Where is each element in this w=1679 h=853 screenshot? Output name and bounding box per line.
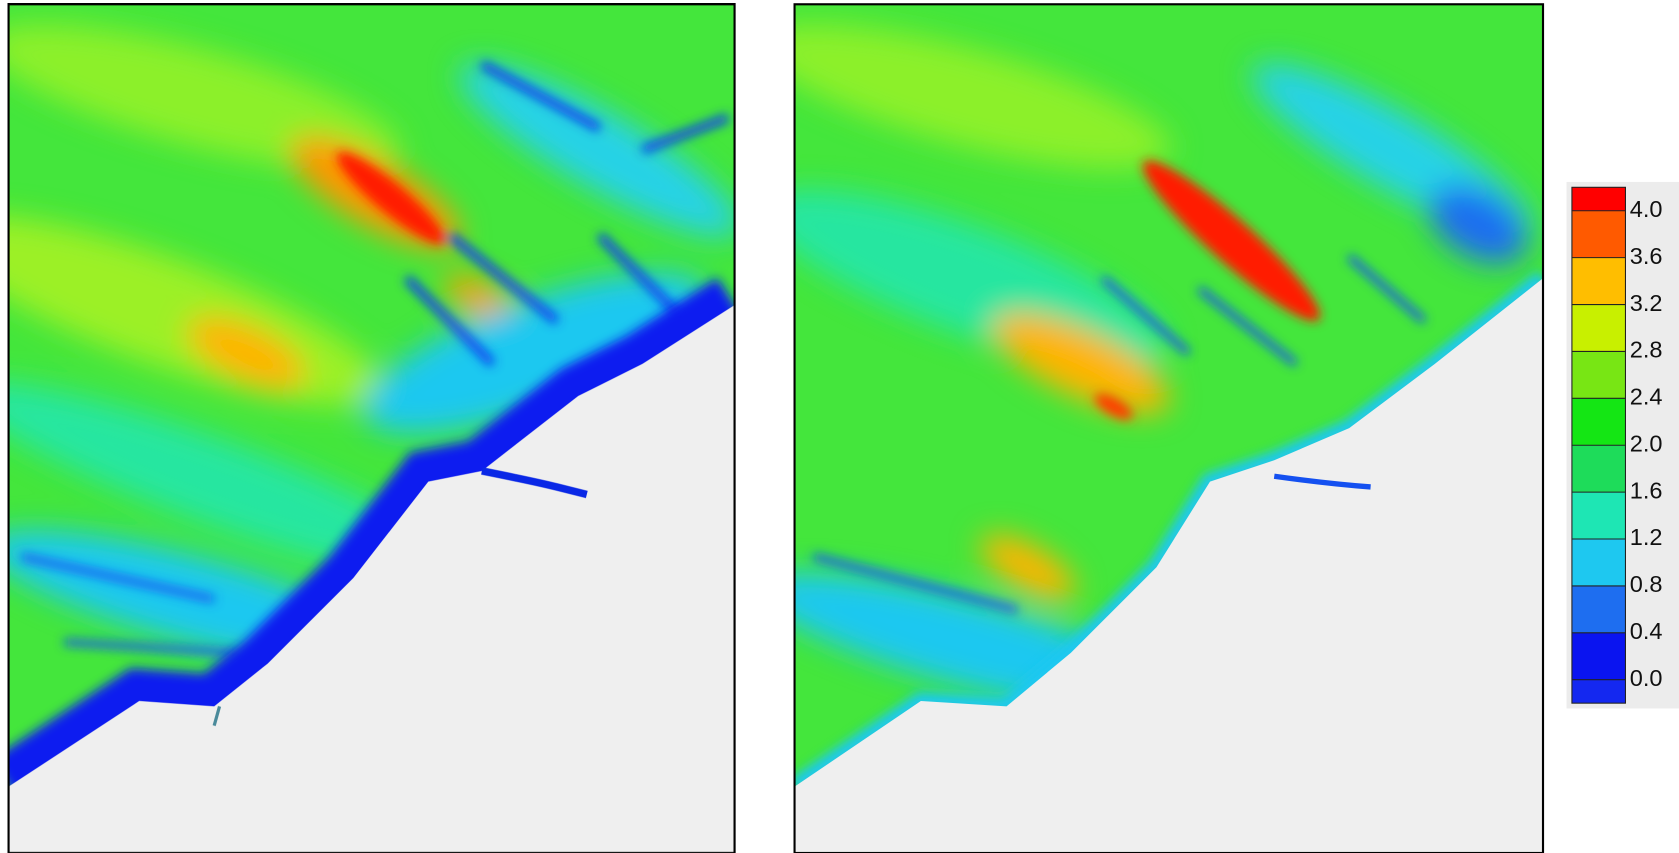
colorbar-band: [1572, 539, 1626, 586]
colorbar-tick-label: 2.4: [1630, 384, 1663, 410]
colorbar-tick-label: 4.0: [1630, 196, 1663, 222]
colorbar-tick-label: 0.8: [1630, 571, 1663, 597]
colorbar-band: [1572, 586, 1626, 633]
colorbar-band: [1572, 258, 1626, 305]
colorbar-band: [1572, 633, 1626, 680]
colorbar-band: [1572, 211, 1626, 258]
colorbar-band: [1572, 187, 1626, 210]
colorbar-band: [1572, 398, 1626, 445]
colorbar-tick-label: 0.0: [1630, 665, 1663, 691]
colorbar-tick-label: 1.2: [1630, 524, 1663, 550]
left-map: [0, 0, 757, 853]
colorbar-tick-label: 0.4: [1630, 618, 1663, 644]
colorbar-tick-label: 2.8: [1630, 337, 1663, 363]
figure: 4.0 3.6 3.2 2.8 2.4 2.0 1.6 1.2 0.8 0.4 0.0: [0, 0, 1679, 853]
colorbar-tick-label: 3.6: [1630, 243, 1663, 269]
colorbar-tick-label: 2.0: [1630, 430, 1663, 456]
colorbar-tick-label: 1.6: [1630, 477, 1663, 503]
colorbar-band: [1572, 351, 1626, 398]
colorbar-band: [1572, 445, 1626, 492]
colorbar: 4.0 3.6 3.2 2.8 2.4 2.0 1.6 1.2 0.8 0.4 0.0: [1572, 187, 1663, 703]
colorbar-band: [1572, 680, 1626, 703]
right-map: [744, 0, 1550, 853]
colorbar-band: [1572, 305, 1626, 352]
colorbar-tick-label: 3.2: [1630, 290, 1663, 316]
colorbar-band: [1572, 492, 1626, 539]
